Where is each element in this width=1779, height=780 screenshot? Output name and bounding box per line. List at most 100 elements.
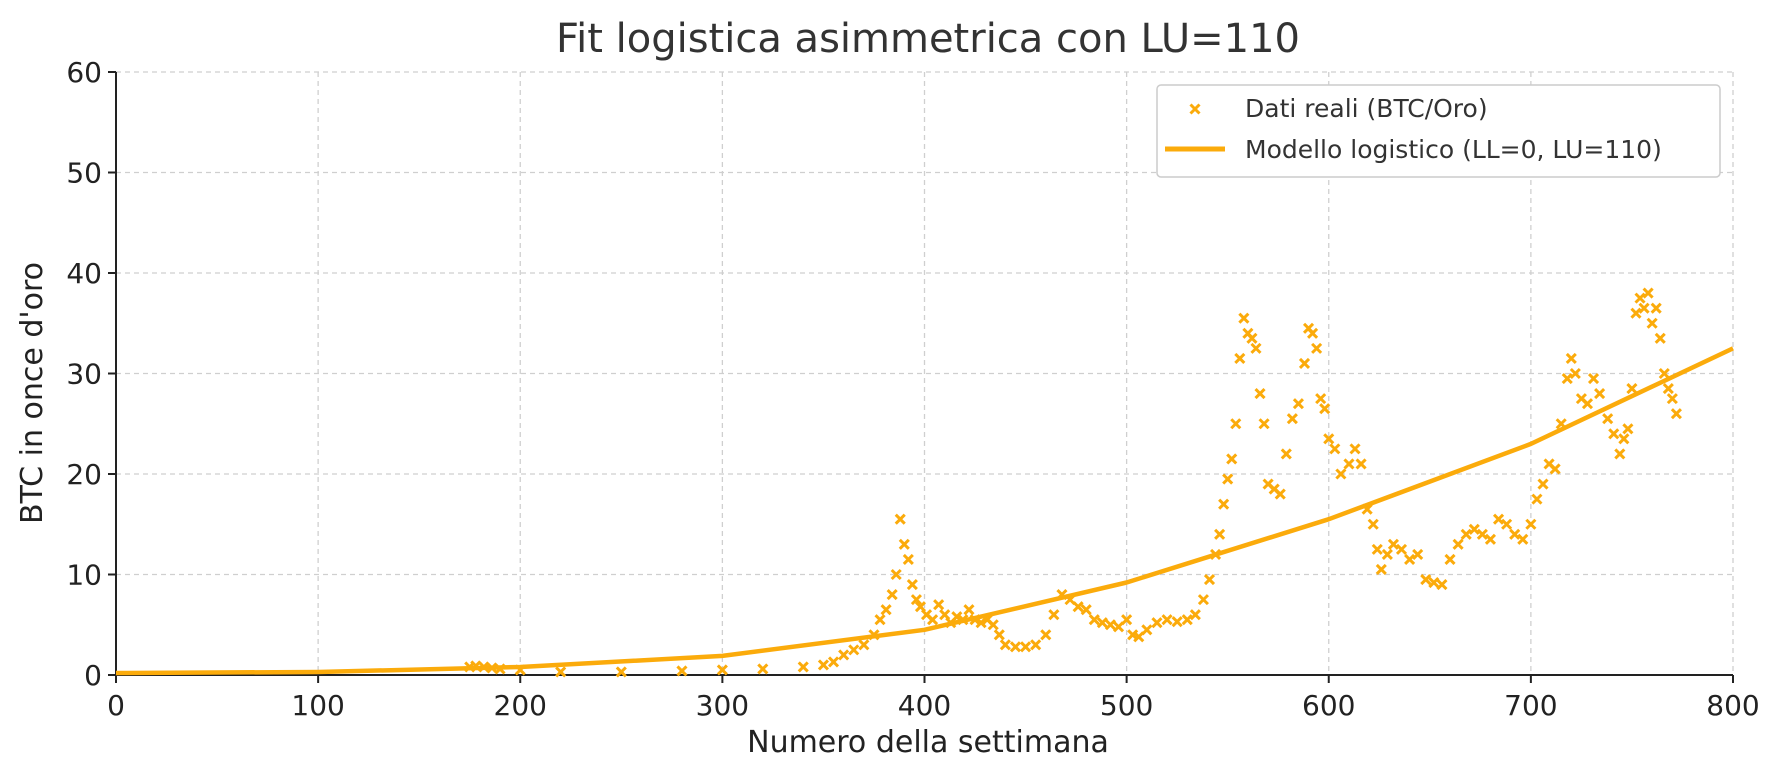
data-point xyxy=(868,629,880,641)
data-point xyxy=(1030,639,1042,651)
data-point xyxy=(1349,443,1361,455)
data-point xyxy=(1133,631,1145,643)
legend: Dati reali (BTC/Oro) Modello logistico (… xyxy=(1156,84,1721,178)
data-point xyxy=(1274,488,1286,500)
data-point xyxy=(999,639,1011,651)
x-axis-label: Numero della settimana xyxy=(747,725,1109,760)
data-point xyxy=(1412,548,1424,560)
data-point xyxy=(1009,641,1022,653)
data-point xyxy=(1650,302,1662,314)
data-point xyxy=(951,611,963,623)
data-point xyxy=(890,568,902,581)
data-point xyxy=(987,619,999,631)
data-point xyxy=(838,649,850,661)
data-point xyxy=(1460,528,1472,540)
data-point xyxy=(1452,538,1464,550)
data-point xyxy=(1594,388,1606,400)
data-point xyxy=(975,617,987,629)
data-point xyxy=(1088,614,1100,626)
x-tick-label: 400 xyxy=(898,689,951,722)
data-point xyxy=(1096,617,1108,629)
x-tick-label: 200 xyxy=(494,689,547,722)
data-point xyxy=(1019,641,1032,653)
data-point xyxy=(1151,617,1163,629)
x-tick-label: 600 xyxy=(1302,689,1355,722)
data-point xyxy=(1549,463,1561,475)
data-point xyxy=(1048,609,1060,621)
data-point xyxy=(676,665,688,677)
data-point xyxy=(1371,543,1383,555)
data-point xyxy=(1226,453,1238,465)
y-tick-label: 30 xyxy=(66,358,102,391)
data-point xyxy=(1484,533,1497,545)
data-point xyxy=(817,659,829,671)
data-point xyxy=(1323,433,1335,445)
y-tick-label: 40 xyxy=(66,257,102,290)
data-point xyxy=(1618,433,1630,445)
data-point xyxy=(957,614,969,626)
data-point xyxy=(1112,621,1125,633)
data-point xyxy=(1319,403,1331,415)
data-point xyxy=(1420,573,1432,586)
data-point xyxy=(1064,594,1076,606)
y-tick-label: 20 xyxy=(66,458,102,491)
y-tick-label: 0 xyxy=(84,659,102,692)
data-point xyxy=(1171,616,1183,628)
data-point xyxy=(478,661,490,673)
x-tick-label: 100 xyxy=(291,689,344,722)
data-point xyxy=(910,594,922,606)
data-point xyxy=(1203,573,1216,586)
data-point xyxy=(1375,563,1387,576)
data-point xyxy=(1246,332,1258,344)
data-point xyxy=(716,664,728,676)
legend-label-scatter: Dati reali (BTC/Oro) xyxy=(1245,94,1488,123)
data-point xyxy=(1315,393,1327,405)
data-point xyxy=(1509,528,1521,540)
data-point xyxy=(1537,478,1549,490)
data-point xyxy=(1329,443,1341,455)
data-point xyxy=(1602,413,1614,425)
data-point xyxy=(1404,553,1416,565)
data-point xyxy=(993,629,1005,641)
y-axis-label: BTC in once d'oro xyxy=(15,262,50,524)
plot-area xyxy=(115,287,1734,678)
data-point xyxy=(1642,287,1654,299)
legend-scatter-marker xyxy=(1189,103,1201,115)
data-point xyxy=(1436,578,1448,591)
data-point xyxy=(1258,418,1270,430)
y-tick-label: 60 xyxy=(66,56,102,89)
data-point xyxy=(1634,292,1646,304)
data-point xyxy=(906,578,918,591)
data-point xyxy=(902,553,914,565)
data-point xyxy=(1555,418,1567,430)
data-point xyxy=(1335,468,1347,480)
data-point xyxy=(1614,448,1626,460)
data-point xyxy=(470,660,482,672)
data-point xyxy=(1298,357,1311,370)
data-point xyxy=(1428,576,1440,589)
data-point xyxy=(1581,398,1594,410)
data-point xyxy=(1311,342,1323,354)
data-point xyxy=(894,513,906,525)
data-point xyxy=(1626,383,1638,395)
data-point xyxy=(797,661,809,673)
data-point xyxy=(963,604,975,616)
data-point xyxy=(858,639,870,651)
data-point xyxy=(1121,614,1133,626)
data-point xyxy=(1367,518,1379,530)
data-point xyxy=(874,614,886,626)
chart-title: Fit logistica asimmetrica con LU=110 xyxy=(556,16,1300,62)
data-point xyxy=(1561,372,1573,385)
data-point xyxy=(1280,448,1292,460)
data-point xyxy=(1654,332,1666,344)
data-point xyxy=(1608,428,1620,440)
data-point xyxy=(1072,601,1084,613)
data-point xyxy=(1638,302,1650,314)
data-point xyxy=(1080,604,1092,616)
data-point xyxy=(1254,388,1266,400)
data-point xyxy=(1355,458,1367,470)
data-point xyxy=(1492,513,1505,525)
data-point xyxy=(886,589,898,601)
y-tick-label: 10 xyxy=(66,559,102,592)
scatter-points xyxy=(464,287,1682,678)
